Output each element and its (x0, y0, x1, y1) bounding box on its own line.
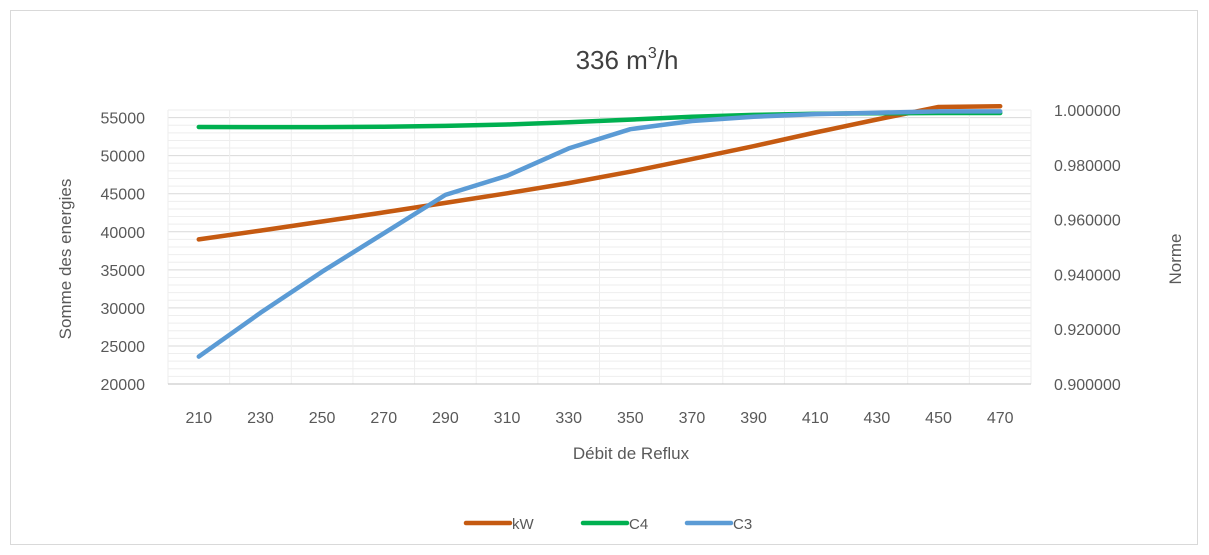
gridlines (167, 109, 1032, 385)
left-axis-tick-label: 55000 (101, 111, 146, 128)
left-axis-tick-label: 30000 (101, 301, 146, 318)
left-axis-tick-label: 25000 (101, 339, 146, 356)
x-axis-tick-label: 230 (247, 410, 274, 427)
x-axis-tick-label: 250 (309, 410, 336, 427)
x-axis-tick-label: 410 (802, 410, 829, 427)
right-axis-tick-label: 1.000000 (1054, 103, 1121, 120)
x-axis-tick-label: 210 (185, 410, 212, 427)
x-axis-tick-label: 290 (432, 410, 459, 427)
left-axis-tick-label: 20000 (101, 377, 146, 394)
left-axis-tick-label: 45000 (101, 187, 146, 204)
chart-title: 336 m3/h (576, 45, 679, 75)
legend-label-kw: kW (512, 516, 535, 533)
x-axis-tick-label: 270 (370, 410, 397, 427)
right-axis-tick-label: 0.980000 (1054, 158, 1121, 175)
x-axis-tick-label: 430 (864, 410, 891, 427)
legend-label-c4: C4 (629, 516, 648, 533)
x-axis-tick-label: 350 (617, 410, 644, 427)
series-line-kw (196, 103, 1003, 242)
right-axis-title: Norme (1166, 233, 1185, 284)
right-axis-tick-label: 0.940000 (1054, 267, 1121, 284)
x-axis-tick-label: 470 (987, 410, 1014, 427)
chart-title-tail: /h (657, 45, 679, 75)
x-axis-tick-label: 330 (555, 410, 582, 427)
legend-label-c3: C3 (733, 516, 752, 533)
left-axis-title: Somme des energies (56, 179, 75, 340)
right-axis-tick-label: 0.960000 (1054, 213, 1121, 230)
x-axis-tick-label: 450 (925, 410, 952, 427)
left-axis-tick-label: 40000 (101, 225, 146, 242)
legend: kW C4 C3 (463, 516, 752, 533)
series-lines (196, 103, 1003, 359)
right-axis-tick-label: 0.900000 (1054, 377, 1121, 394)
left-axis-ticks: 20000 25000 30000 35000 40000 45000 50000 55000 (101, 111, 146, 394)
left-axis-tick-label: 50000 (101, 149, 146, 166)
chart-title-superscript: 3 (648, 45, 657, 62)
right-axis-ticks: 0.900000 0.920000 0.940000 0.960000 0.980000… (1054, 103, 1121, 394)
x-axis-title: Débit de Reflux (573, 444, 690, 463)
x-axis-tick-label: 310 (494, 410, 521, 427)
x-axis-ticks: 210 230 250 270 290 310 330 350 370 390 410 430 450 4… (185, 410, 1013, 427)
right-axis-tick-label: 0.920000 (1054, 322, 1121, 339)
chart-title-main: 336 m (576, 45, 648, 75)
series-line-c3 (196, 109, 1003, 359)
left-axis-tick-label: 35000 (101, 263, 146, 280)
x-axis-tick-label: 370 (679, 410, 706, 427)
x-axis-tick-label: 390 (740, 410, 767, 427)
